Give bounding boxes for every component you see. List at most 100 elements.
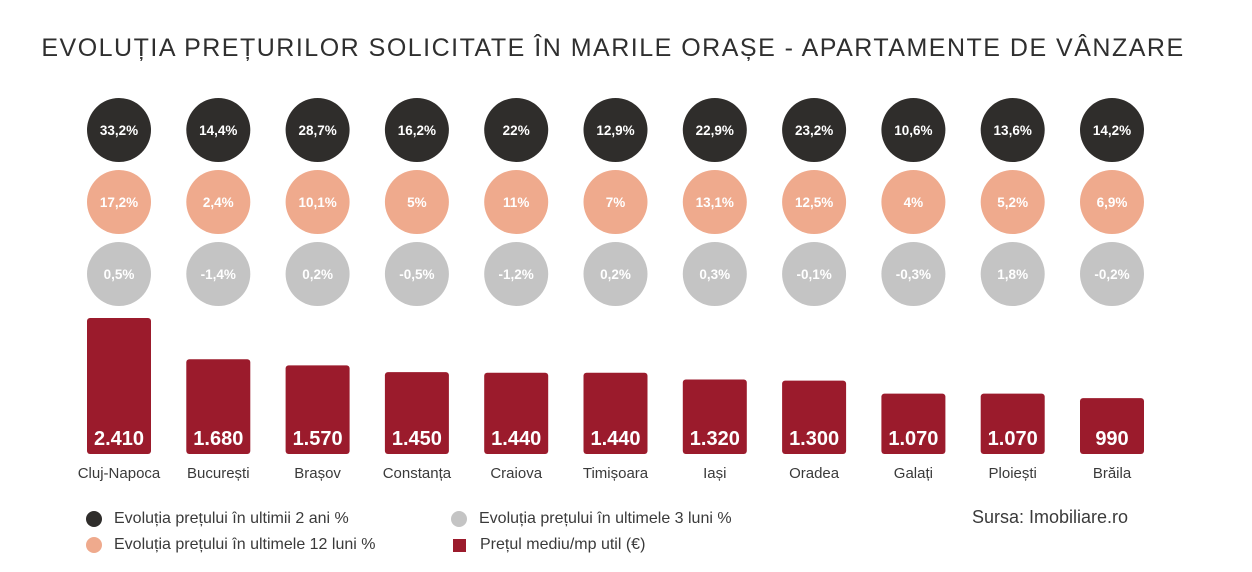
price-label-1: 1.680	[193, 428, 243, 450]
price-bar-1	[186, 359, 251, 454]
category-label-8: Galați	[894, 465, 933, 482]
label-three-months-7: -0,1%	[796, 267, 831, 282]
circle-twelve-months-4	[484, 170, 549, 234]
label-twelve-months-0: 17,2%	[100, 195, 138, 210]
category-label-7: Oradea	[789, 465, 840, 482]
label-twelve-months-8: 4%	[904, 195, 924, 210]
price-bar-5	[583, 372, 648, 454]
circle-two-years-9	[980, 98, 1045, 162]
circle-three-months-9	[980, 242, 1045, 306]
price-bar-2	[285, 365, 350, 454]
legend-item-price: Prețul mediu/mp util (€)	[451, 536, 645, 554]
price-label-3: 1.450	[392, 428, 442, 450]
label-twelve-months-2: 10,1%	[298, 195, 336, 210]
circle-three-months-1	[186, 242, 251, 306]
label-three-months-10: -0,2%	[1094, 267, 1129, 282]
label-twelve-months-5: 7%	[606, 195, 626, 210]
label-twelve-months-3: 5%	[407, 195, 427, 210]
label-three-months-0: 0,5%	[104, 267, 135, 282]
label-two-years-10: 14,2%	[1093, 123, 1131, 138]
category-label-5: Timișoara	[583, 465, 649, 482]
price-label-4: 1.440	[491, 428, 541, 450]
circle-two-years-7	[782, 98, 847, 162]
label-twelve-months-7: 12,5%	[795, 195, 833, 210]
label-two-years-6: 22,9%	[696, 123, 734, 138]
circle-twelve-months-1	[186, 170, 251, 234]
category-label-3: Constanța	[383, 465, 452, 482]
category-label-9: Ploiești	[989, 465, 1037, 482]
legend-swatch-twelve-months	[86, 537, 102, 553]
legend-label-three-months: Evoluția prețului în ultimele 3 luni %	[479, 510, 732, 527]
legend-item-twelve-months: Evoluția prețului în ultimele 12 luni %	[86, 536, 375, 554]
label-two-years-7: 23,2%	[795, 123, 833, 138]
circle-two-years-5	[583, 98, 648, 162]
circle-three-months-2	[285, 242, 350, 306]
price-bar-4	[484, 372, 549, 454]
legend-item-three-months: Evoluția prețului în ultimele 3 luni %	[451, 510, 732, 528]
legend-label-twelve-months: Evoluția prețului în ultimele 12 luni %	[114, 536, 376, 553]
label-three-months-1: -1,4%	[201, 267, 236, 282]
legend-label-price: Prețul mediu/mp util (€)	[480, 536, 646, 553]
circle-three-months-3	[384, 242, 449, 306]
circle-two-years-10	[1080, 98, 1144, 162]
category-label-1: București	[187, 465, 250, 482]
circle-twelve-months-10	[1080, 170, 1144, 234]
circle-three-months-10	[1080, 242, 1144, 306]
circle-two-years-8	[881, 98, 946, 162]
circle-three-months-7	[782, 242, 847, 306]
price-label-8: 1.070	[888, 428, 938, 450]
circle-twelve-months-6	[682, 170, 747, 234]
label-twelve-months-1: 2,4%	[203, 195, 234, 210]
price-bar-7	[782, 380, 847, 454]
chart-title: EVOLUȚIA PREȚURILOR SOLICITATE ÎN MARILE…	[41, 34, 1185, 62]
circle-three-months-5	[583, 242, 648, 306]
circle-three-months-0	[87, 242, 151, 306]
circle-twelve-months-2	[285, 170, 350, 234]
label-two-years-4: 22%	[503, 123, 530, 138]
price-label-6: 1.320	[690, 428, 740, 450]
label-two-years-2: 28,7%	[298, 123, 336, 138]
category-label-6: Iași	[703, 465, 726, 482]
category-label-4: Craiova	[490, 465, 542, 482]
legend-swatch-three-months	[451, 511, 467, 527]
price-bar-9	[980, 393, 1045, 454]
price-bar-0	[87, 318, 151, 454]
label-three-months-8: -0,3%	[896, 267, 931, 282]
price-label-2: 1.570	[293, 428, 343, 450]
price-bar-3	[384, 372, 449, 454]
chart-svg: 33,2% 17,2% 0,5% 2.410 Cluj-Napoca 14,4% 2,4% -…	[78, 98, 1144, 482]
circle-twelve-months-9	[980, 170, 1045, 234]
price-label-10: 990	[1095, 428, 1128, 450]
price-bar-6	[682, 379, 747, 454]
label-twelve-months-10: 6,9%	[1097, 195, 1128, 210]
legend-label-two-years: Evoluția prețului în ultimii 2 ani %	[114, 510, 349, 527]
label-two-years-5: 12,9%	[596, 123, 634, 138]
price-label-7: 1.300	[789, 428, 839, 450]
circle-two-years-4	[484, 98, 549, 162]
circle-twelve-months-3	[384, 170, 449, 234]
label-two-years-1: 14,4%	[199, 123, 237, 138]
label-three-months-2: 0,2%	[302, 267, 333, 282]
legend-swatch-price	[453, 538, 466, 552]
circle-twelve-months-0	[87, 170, 151, 234]
label-three-months-4: -1,2%	[499, 267, 534, 282]
label-three-months-6: 0,3%	[699, 267, 730, 282]
legend-swatch-two-years	[86, 511, 102, 527]
category-label-2: Brașov	[294, 465, 341, 482]
circle-two-years-3	[384, 98, 449, 162]
category-label-10: Brăila	[1093, 465, 1132, 482]
price-label-9: 1.070	[988, 428, 1038, 450]
label-two-years-8: 10,6%	[894, 123, 932, 138]
circle-three-months-4	[484, 242, 549, 306]
circle-two-years-0	[87, 98, 151, 162]
circle-twelve-months-5	[583, 170, 648, 234]
price-label-5: 1.440	[590, 428, 640, 450]
circle-twelve-months-8	[881, 170, 946, 234]
source-note: Sursa: Imobiliare.ro	[972, 507, 1129, 527]
legend-item-two-years: Evoluția prețului în ultimii 2 ani %	[86, 510, 349, 528]
price-bar-8	[881, 393, 946, 454]
circle-three-months-8	[881, 242, 946, 306]
label-two-years-9: 13,6%	[994, 123, 1032, 138]
label-three-months-9: 1,8%	[997, 267, 1028, 282]
category-label-0: Cluj-Napoca	[78, 465, 161, 482]
